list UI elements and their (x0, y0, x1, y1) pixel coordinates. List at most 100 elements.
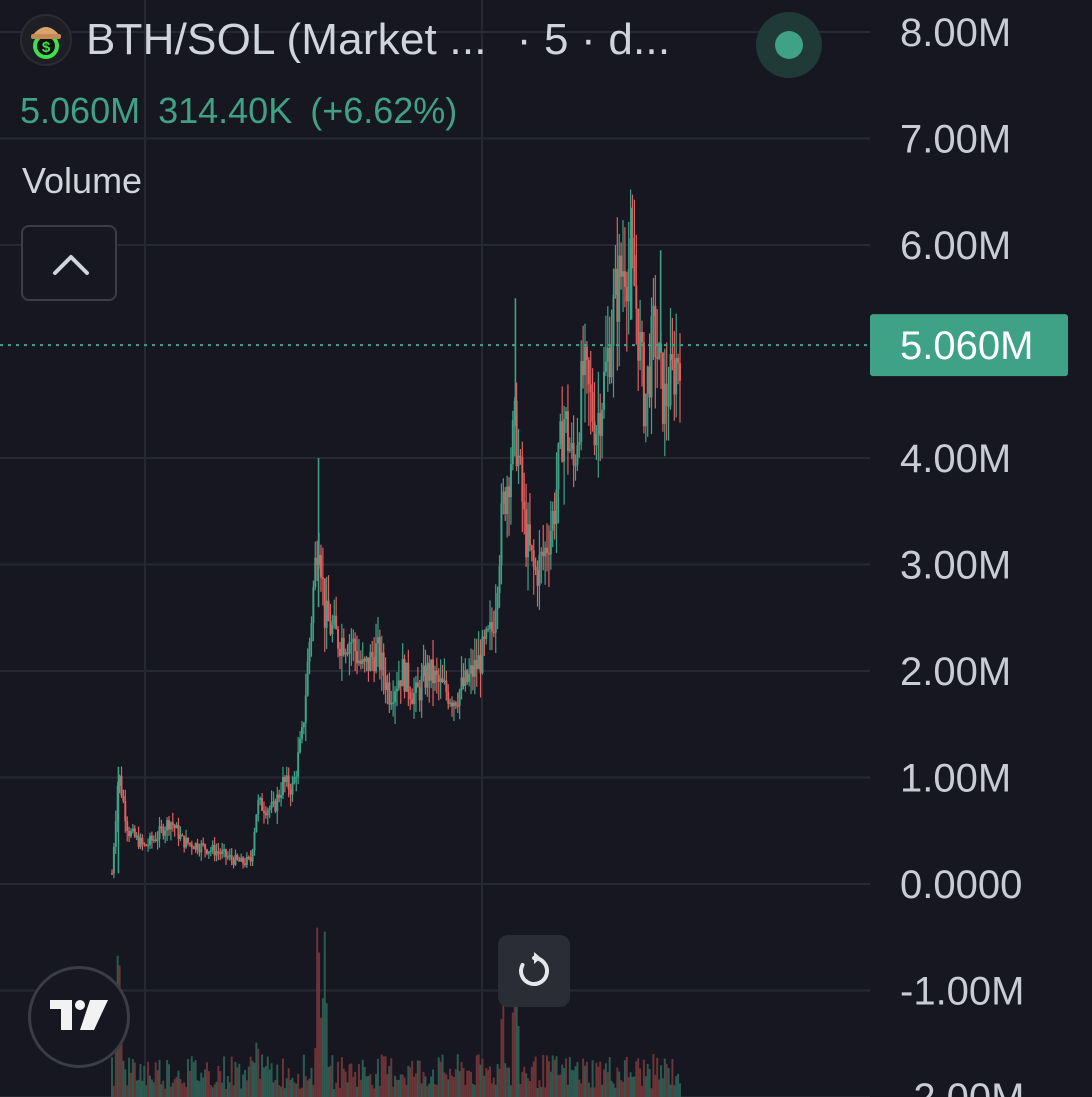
volume-bar (475, 1055, 478, 1097)
volume-bar (557, 1075, 560, 1097)
price-axis-label-6: 2.00M (900, 650, 1011, 694)
tradingview-logo-icon[interactable] (28, 966, 130, 1068)
candle-body (196, 843, 199, 851)
volume-bar (223, 1056, 226, 1097)
candle-body (441, 678, 444, 683)
market-status-indicator[interactable] (756, 12, 822, 78)
volume-bar (650, 1088, 653, 1097)
candle-body (321, 577, 324, 579)
candle-body (561, 421, 564, 462)
volume-bar (623, 1060, 626, 1097)
volume-bar (416, 1060, 419, 1097)
green-dollar-coin-with-beanie-icon[interactable]: $ (20, 14, 72, 66)
volume-bar (593, 1087, 596, 1097)
candle-body (224, 849, 227, 857)
candle-body (574, 464, 577, 467)
candle-body (200, 843, 203, 853)
symbol-title[interactable]: BTH/SOL (Market ... · 5 · d... (86, 15, 688, 65)
volume-bar (515, 998, 518, 1097)
volume-bar (186, 1059, 189, 1097)
volume-bar (378, 1085, 381, 1097)
candle-body (413, 692, 416, 704)
volume-bar (240, 1088, 243, 1097)
candle-body (496, 593, 499, 610)
volume-bar (538, 1080, 541, 1097)
volume-bar (291, 1077, 294, 1097)
volume-bar (660, 1065, 663, 1097)
candle-body (264, 813, 267, 816)
candle-body (171, 822, 174, 826)
last-price: 5.060M (20, 90, 141, 131)
candle-body (409, 692, 412, 700)
volume-bar (219, 1070, 222, 1097)
candle-body (432, 659, 435, 684)
volume-bar (148, 1075, 151, 1097)
collapse-legend-button[interactable] (21, 225, 117, 301)
candle-body (270, 802, 273, 809)
candle-body (405, 662, 408, 692)
volume-bar (447, 1079, 450, 1097)
candle-body (492, 631, 495, 634)
candle-body (162, 827, 165, 836)
volume-bar (261, 1054, 264, 1097)
candle-body (430, 659, 433, 681)
reset-rotate-icon (519, 952, 550, 986)
candle-body (295, 776, 298, 779)
price-change-percent: (+6.62%) (310, 90, 458, 131)
candle-body (540, 551, 543, 556)
candle-body (251, 850, 254, 862)
candle-body (382, 652, 385, 676)
candle-body (426, 662, 429, 688)
candle-body (204, 844, 207, 850)
volume-bar (276, 1064, 279, 1097)
candle-body (597, 412, 600, 434)
volume-bar (112, 1085, 115, 1097)
candle-body (266, 810, 269, 816)
candle-body (365, 657, 368, 662)
volume-bar (120, 1019, 123, 1097)
volume-bar (570, 1069, 573, 1097)
volume-bar (401, 1074, 404, 1097)
candle-body (468, 673, 471, 682)
candle-body (276, 794, 279, 812)
candle-body (272, 801, 275, 803)
price-axis-label-10: -2.00M (900, 1076, 1025, 1097)
volume-bar (574, 1066, 577, 1097)
candle-body (304, 695, 307, 724)
candle-body (648, 366, 651, 398)
candle-body (192, 847, 195, 850)
volume-bar (544, 1087, 547, 1097)
candle-body (601, 409, 604, 436)
volume-bar (217, 1065, 220, 1097)
candle-body (131, 828, 134, 832)
candle-body (314, 557, 317, 588)
candle-body (261, 797, 264, 811)
volume-bar (654, 1074, 657, 1097)
volume-bar (620, 1079, 623, 1097)
candle-body (557, 443, 560, 490)
volume-bar (367, 1075, 370, 1097)
volume-bar (470, 1071, 473, 1097)
volume-indicator-label[interactable]: Volume (22, 160, 143, 201)
candle-body (232, 859, 235, 865)
volume-bar (207, 1071, 210, 1097)
price-axis[interactable]: 8.00M 7.00M 6.00M 5.060M 4.00M 3.00M 2.00M 1.00… (870, 11, 1068, 1097)
candle-body (582, 361, 585, 376)
candle-body (242, 857, 245, 864)
volume-bar (492, 1077, 495, 1097)
candle-body (635, 285, 638, 309)
candle-body (323, 578, 326, 628)
volume-bar (565, 1058, 568, 1097)
volume-bar (338, 1087, 341, 1097)
candle-body (221, 850, 224, 855)
candle-body (376, 637, 379, 644)
volume-bar (456, 1054, 459, 1097)
candle-body (219, 852, 222, 855)
reset-chart-button[interactable] (498, 935, 570, 1007)
candle-body (226, 856, 229, 859)
volume-bar (264, 1066, 267, 1097)
volume-bar (523, 1066, 526, 1097)
volume-bar (196, 1080, 199, 1097)
volume-bar (215, 1081, 218, 1097)
